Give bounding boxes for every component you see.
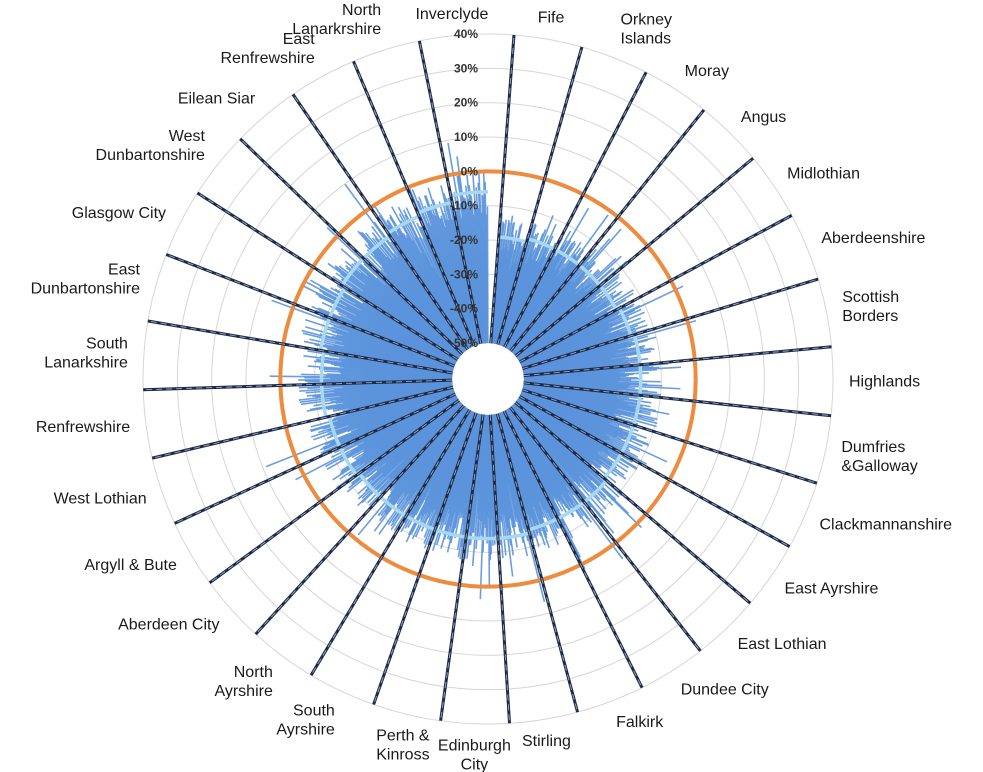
council-divider-dash	[373, 412, 477, 705]
council-divider-dash	[143, 379, 453, 391]
council-divider-dash	[353, 61, 475, 347]
council-label: West Lothian	[54, 490, 147, 507]
r-tick-label: 10%	[454, 130, 478, 144]
council-label: Midlothian	[787, 166, 860, 183]
council-label: South Lanarkshire	[44, 336, 128, 372]
council-divider-dash	[510, 109, 705, 352]
council-divider-dash	[522, 278, 819, 370]
council-label: East Renfrewshire	[220, 31, 315, 67]
council-label: Clackmannanshire	[820, 516, 953, 533]
council-label: Aberdeenshire	[821, 230, 925, 247]
council-divider-dash	[515, 402, 751, 604]
council-label: Scottish Borders	[842, 289, 899, 325]
r-tick-label: 0%	[461, 164, 479, 178]
council-divider-dash	[504, 72, 647, 348]
radial-axis-ticks: 40% 30% 20% 10% 0% -10% -20% -30% -40% -50%	[450, 27, 478, 350]
council-label: Perth & Kinross	[376, 727, 430, 763]
zero-reference-ring	[278, 169, 698, 589]
grid-ring	[314, 205, 662, 553]
council-labels: Fife Orkney Islands Moray Angus Midlothian Abe…	[31, 2, 953, 772]
council-divider-dash	[519, 396, 790, 547]
council-divider-dash	[152, 386, 454, 459]
r-tick-label: -30%	[450, 267, 478, 281]
council-label: North Lanarkrshire	[292, 2, 381, 38]
council-label: West Dunbartonshire	[96, 128, 206, 164]
council-label: Highlands	[849, 373, 920, 390]
council-divider-dash	[515, 157, 754, 357]
council-divider-dash	[418, 40, 482, 344]
council-label: South Ayrshire	[276, 702, 334, 738]
grid-ring	[211, 102, 765, 656]
council-divider-dash	[523, 382, 832, 417]
council-divider-dash	[497, 46, 583, 345]
grid-ring	[176, 67, 800, 691]
r-tick-label: 20%	[454, 96, 478, 110]
council-divider-dash	[197, 192, 458, 361]
council-divider-dash	[255, 405, 465, 635]
council-divider-dash	[310, 409, 470, 676]
council-label: Edinburgh City	[438, 738, 511, 772]
council-divider-dash	[522, 389, 818, 484]
council-label: Stirling	[522, 733, 571, 750]
council-divider-dash	[489, 414, 511, 724]
council-label: Aberdeen City	[118, 616, 219, 633]
council-label: East Ayrshire	[784, 580, 878, 597]
council-label: Renfrewshire	[36, 419, 130, 436]
grid-ring	[142, 33, 834, 725]
council-label: Fife	[538, 10, 565, 27]
council-label: Orkney Islands	[620, 11, 672, 47]
council-label: Angus	[741, 109, 786, 126]
council-label: Moray	[685, 63, 729, 80]
council-divider-dash	[490, 34, 515, 344]
council-divider-dash	[209, 399, 460, 584]
council-label: Falkirk	[616, 714, 664, 731]
r-tick-label: -40%	[450, 302, 478, 316]
council-divider-dash	[496, 413, 579, 713]
council-divider-dash	[440, 414, 484, 721]
grid-ring	[451, 342, 525, 416]
r-tick-label: -20%	[450, 233, 478, 247]
council-divider-dash	[509, 407, 701, 652]
r-tick-label: -10%	[450, 199, 478, 213]
council-label: Glasgow City	[72, 205, 166, 222]
council-label: North Ayrshire	[214, 664, 272, 700]
r-tick-label: 40%	[454, 27, 478, 41]
r-tick-label: -50%	[450, 336, 478, 350]
council-dividers	[143, 34, 832, 724]
council-label: Argyll & Bute	[84, 557, 177, 574]
council-divider-dash	[166, 254, 455, 367]
council-divider-dash	[174, 393, 456, 524]
council-label: Dumfries &Galloway	[841, 439, 917, 475]
council-divider-dash	[147, 320, 453, 374]
grid-ring	[245, 136, 731, 622]
council-label: Dundee City	[681, 681, 769, 698]
council-divider-dash	[292, 94, 469, 350]
council-label: Inverclyde	[415, 6, 488, 23]
grid-rings	[142, 33, 834, 725]
zero-ring	[278, 169, 698, 589]
r-tick-label: 30%	[454, 61, 478, 75]
council-label: East Lothian	[738, 636, 827, 653]
council-label: East Dunbartonshire	[31, 261, 141, 297]
council-divider-dash	[239, 138, 463, 355]
council-divider-dash	[523, 346, 832, 377]
council-divider-dash	[519, 214, 792, 363]
council-divider-dash	[503, 410, 643, 688]
council-label: Eilean Siar	[178, 91, 256, 108]
